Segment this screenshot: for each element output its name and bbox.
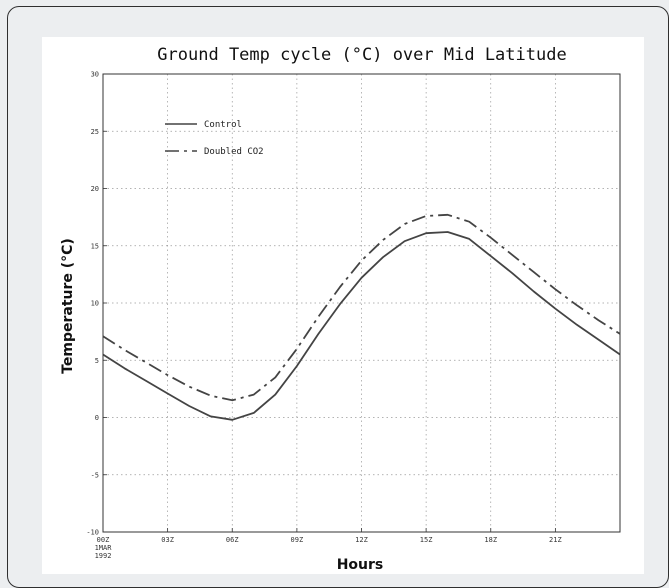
legend-label: Doubled CO2 — [204, 147, 264, 157]
x-tick-sublabel: 1992 — [95, 552, 112, 560]
x-tick-label: 21Z — [549, 536, 562, 544]
y-tick-label: 5 — [95, 357, 99, 365]
x-tick-label: 18Z — [484, 536, 497, 544]
y-tick-label: 10 — [91, 300, 99, 308]
y-tick-label: -10 — [86, 529, 99, 537]
y-tick-label: 15 — [91, 242, 99, 250]
series-line-control — [102, 231, 621, 421]
legend-label: Control — [204, 120, 242, 130]
x-tick-label: 03Z — [161, 536, 174, 544]
legend: Control Doubled CO2 — [165, 120, 264, 157]
x-tick-label: 15Z — [420, 536, 433, 544]
grid-lines — [103, 74, 620, 532]
y-tick-label: 25 — [91, 128, 99, 136]
line-chart: Ground Temp cycle (°C) over Mid Latitude… — [60, 45, 621, 573]
axes — [102, 73, 621, 533]
chart-title: Ground Temp cycle (°C) over Mid Latitude — [157, 45, 566, 65]
x-tick-sublabel: 1MAR — [95, 544, 113, 552]
x-tick-label: 06Z — [226, 536, 239, 544]
y-tick-label: -5 — [91, 471, 99, 479]
series-line-doubled-co2 — [102, 213, 621, 402]
y-tick-label: 20 — [91, 185, 99, 193]
plot-border — [102, 73, 621, 533]
x-axis-label: Hours — [337, 557, 384, 573]
x-tick-label: 12Z — [355, 536, 368, 544]
series-lines — [102, 213, 621, 421]
chart-panel — [42, 37, 644, 574]
y-tick-label: 30 — [91, 71, 99, 79]
y-tick-label: 0 — [95, 414, 99, 422]
y-axis-label: Temperature (°C) — [60, 238, 76, 374]
x-tick-label: 00Z — [97, 536, 110, 544]
x-tick-label: 09Z — [291, 536, 304, 544]
